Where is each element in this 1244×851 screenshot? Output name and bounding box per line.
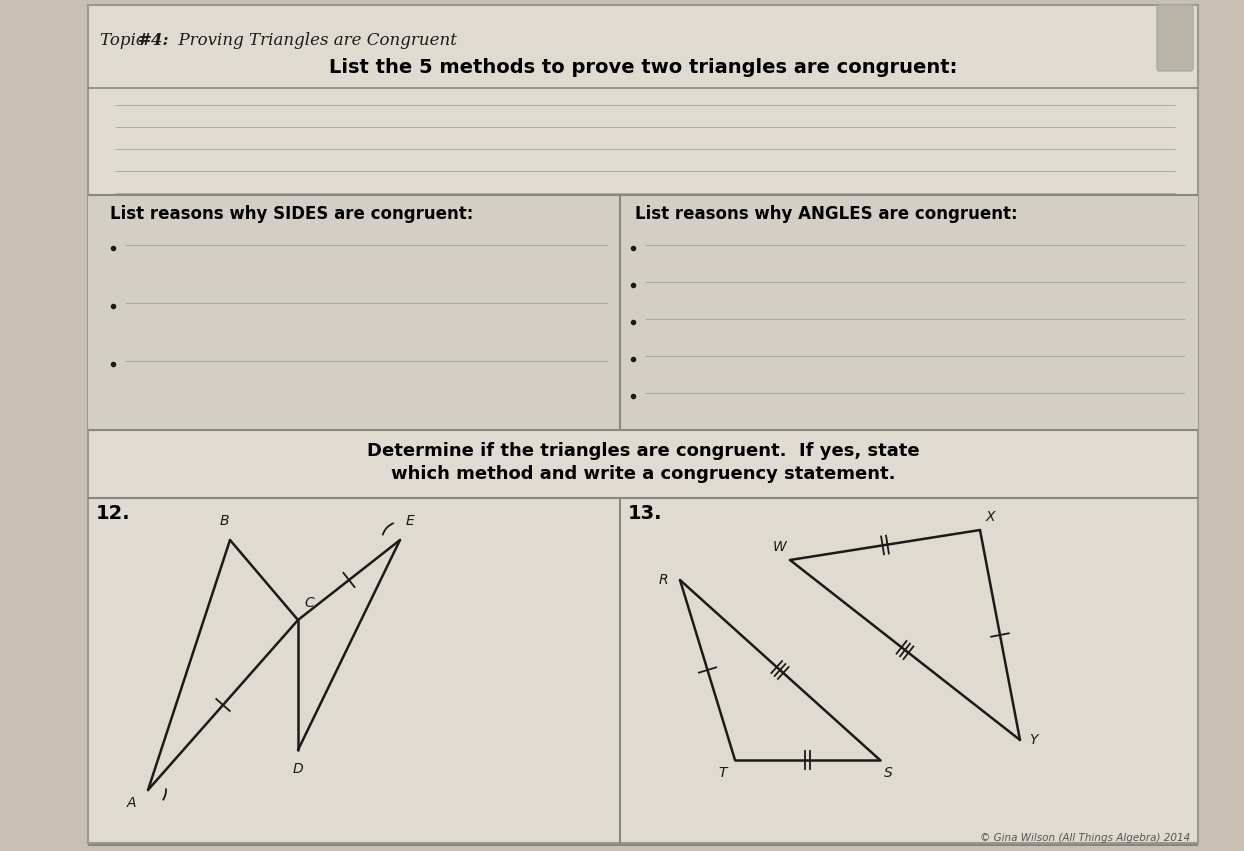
Text: C: C [304,597,313,610]
Bar [88,5,1198,843]
Text: X: X [986,510,995,524]
Text: List the 5 methods to prove two triangles are congruent:: List the 5 methods to prove two triangle… [328,58,957,77]
Text: E: E [406,514,414,528]
Text: B: B [219,514,229,528]
Text: S: S [883,766,892,780]
Text: Proving Triangles are Congruent: Proving Triangles are Congruent [168,32,457,49]
Text: A: A [127,796,136,810]
Text: List reasons why ANGLES are congruent:: List reasons why ANGLES are congruent: [634,205,1018,223]
Text: D: D [292,762,304,776]
Text: Topic: Topic [100,32,151,49]
Text: Y: Y [1030,733,1037,747]
Text: List reasons why SIDES are congruent:: List reasons why SIDES are congruent: [109,205,474,223]
Text: #4:: #4: [138,32,169,49]
FancyBboxPatch shape [1157,5,1193,71]
Text: 12.: 12. [96,504,131,523]
Bar [88,195,1198,430]
Text: R: R [658,573,668,587]
Text: which method and write a congruency statement.: which method and write a congruency stat… [391,465,896,483]
Text: W: W [773,540,786,554]
Text: 13.: 13. [628,504,663,523]
Text: Determine if the triangles are congruent.  If yes, state: Determine if the triangles are congruent… [367,442,919,460]
Text: © Gina Wilson (All Things Algebra) 2014: © Gina Wilson (All Things Algebra) 2014 [980,833,1191,843]
Text: T: T [719,766,728,780]
